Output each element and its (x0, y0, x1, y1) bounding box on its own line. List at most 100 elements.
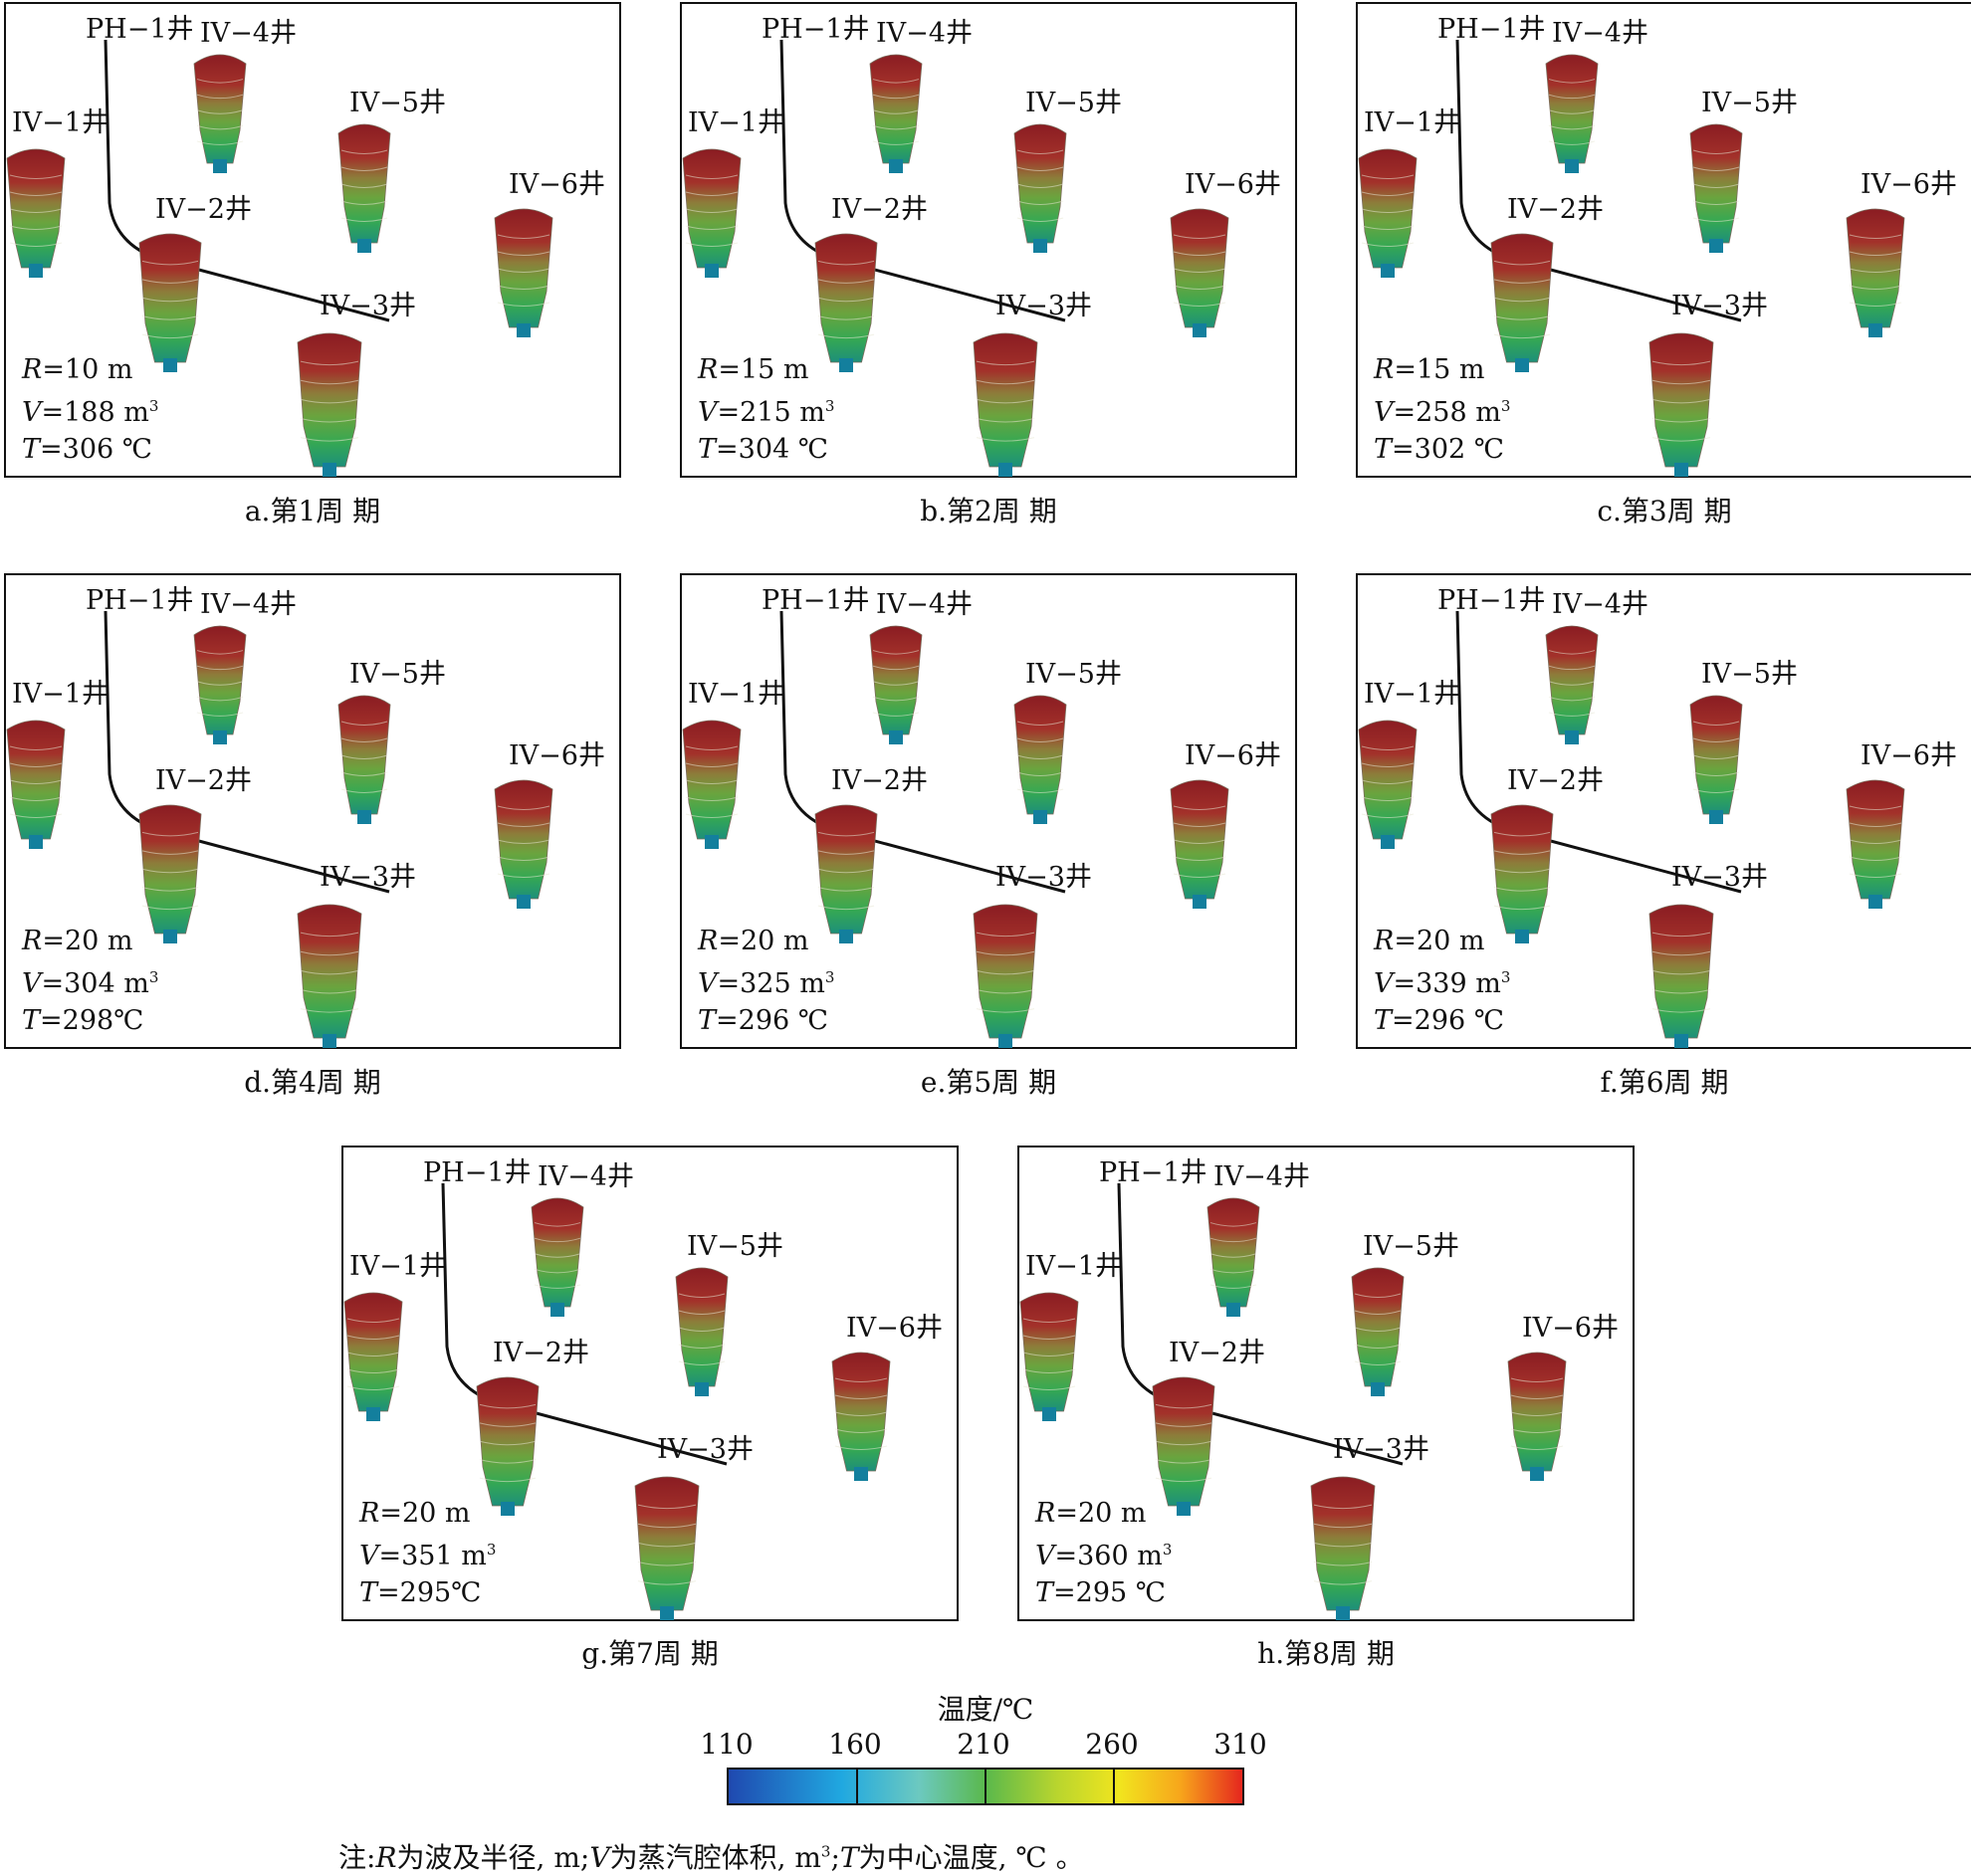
well-label-ph1: PH−1井 (1099, 1157, 1207, 1188)
param-radius: R=20 m (359, 1498, 471, 1529)
well-label-iv5: IV−5井 (1025, 659, 1122, 690)
well-label-iv6: IV−6井 (1861, 740, 1957, 771)
panel-3d-render: PH−1井 IV−1井 IV−4井 IV−5井 IV−2井 IV−3井 IV−6井 (682, 585, 1281, 1048)
panel-3d-render: PH−1井 IV−1井 IV−4井 IV−5井 IV−2井 IV−3井 IV−6井 (682, 14, 1281, 477)
legend-tick-310: 310 (1213, 1728, 1267, 1761)
well-label-ph1: PH−1井 (762, 585, 870, 616)
steam-chamber-iv3 (973, 332, 1038, 477)
footnote: 注:R为波及半径, m;V为蒸汽腔体积, m3;T为中心温度, ℃ 。 (338, 1836, 1084, 1876)
param-volume: V=339 m3 (1374, 968, 1511, 999)
well-label-ph1: PH−1井 (762, 14, 870, 45)
note-r-text: 为波及半径, m; (396, 1841, 590, 1874)
steam-chamber-iv5 (1013, 695, 1067, 824)
steam-chamber-iv2 (814, 233, 878, 372)
panel-parameters: R=15 m V=258 m3 T=302 ℃ (1374, 351, 1510, 468)
well-label-iv1: IV−1井 (1025, 1251, 1122, 1282)
panel-caption: b.第2周 期 (920, 495, 1057, 527)
steam-chamber-iv2 (1490, 233, 1554, 372)
well-label-iv2: IV−2井 (493, 1338, 589, 1368)
well-label-iv2: IV−2井 (155, 194, 252, 225)
param-volume: V=304 m3 (22, 968, 159, 999)
note-sup3: 3 (820, 1842, 831, 1861)
legend-tick-line (985, 1770, 986, 1803)
note-t-text: 为中心温度, ℃ 。 (858, 1841, 1084, 1874)
param-radius: R=20 m (698, 926, 809, 956)
panel-parameters: R=10 m V=188 m3 T=306 ℃ (22, 351, 158, 468)
note-v-text: 为蒸汽腔体积, m (609, 1841, 821, 1874)
steam-chamber-iv6 (494, 779, 553, 909)
steam-chamber-iv3 (1648, 332, 1714, 477)
steam-chamber-iv1 (343, 1292, 403, 1421)
well-label-iv4: IV−4井 (200, 18, 297, 49)
steam-chamber-iv4 (869, 625, 923, 744)
legend-tick-210: 210 (957, 1728, 1010, 1761)
steam-chamber-iv5 (1351, 1267, 1405, 1396)
well-label-iv2: IV−2井 (831, 765, 928, 796)
param-volume: V=258 m3 (1374, 397, 1511, 428)
well-label-iv4: IV−4井 (1552, 18, 1648, 49)
legend-tick-labels: 110 160 210 260 310 (700, 1728, 1266, 1761)
param-temperature: T=302 ℃ (1374, 434, 1504, 465)
param-radius: R=20 m (22, 926, 133, 956)
well-label-iv6: IV−6井 (846, 1313, 943, 1344)
param-radius: R=10 m (22, 354, 133, 385)
well-label-ph1: PH−1井 (1437, 585, 1546, 616)
well-label-iv5: IV−5井 (1701, 88, 1798, 118)
well-label-iv1: IV−1井 (1364, 107, 1460, 138)
param-radius: R=15 m (698, 354, 809, 385)
well-label-ph1: PH−1井 (423, 1157, 532, 1188)
panel-parameters: R=20 m V=325 m3 T=296 ℃ (698, 923, 834, 1039)
panel-caption: a.第1周 期 (244, 495, 381, 527)
well-label-iv5: IV−5井 (687, 1231, 783, 1262)
param-volume: V=325 m3 (698, 968, 835, 999)
well-label-iv4: IV−4井 (876, 18, 973, 49)
legend-title: 温度/℃ (937, 1693, 1034, 1726)
panel-caption: f.第6周 期 (1600, 1066, 1729, 1099)
note-V: V (589, 1841, 610, 1874)
param-volume: V=188 m3 (22, 397, 159, 428)
param-radius: R=15 m (1374, 354, 1485, 385)
well-label-iv2: IV−2井 (831, 194, 928, 225)
well-label-iv1: IV−1井 (688, 679, 784, 710)
well-label-iv2: IV−2井 (155, 765, 252, 796)
steam-chamber-iv6 (1846, 208, 1905, 337)
steam-chamber-iv3 (1310, 1476, 1376, 1620)
panel-caption: h.第8周 期 (1257, 1637, 1395, 1670)
steam-chamber-iv5 (1013, 123, 1067, 253)
panel-caption: d.第4周 期 (244, 1066, 381, 1099)
steam-chamber-iv4 (1545, 54, 1599, 173)
steam-chamber-iv4 (193, 54, 247, 173)
param-volume: V=215 m3 (698, 397, 835, 428)
panel-3d-render: PH−1井 IV−1井 IV−4井 IV−5井 IV−2井 IV−3井 IV−6井 (1358, 585, 1957, 1048)
note-R: R (375, 1841, 397, 1874)
steam-chamber-iv4 (869, 54, 923, 173)
steam-chamber-iv4 (531, 1197, 584, 1317)
steam-chamber-iv1 (1019, 1292, 1079, 1421)
steam-chamber-iv3 (634, 1476, 700, 1620)
well-label-iv5: IV−5井 (1025, 88, 1122, 118)
steam-chamber-iv6 (1846, 779, 1905, 909)
steam-chamber-iv1 (1358, 720, 1418, 849)
well-label-iv4: IV−4井 (1213, 1161, 1310, 1192)
well-label-iv4: IV−4井 (876, 589, 973, 620)
legend-tick-line (856, 1770, 858, 1803)
well-label-iv3: IV−3井 (320, 862, 416, 893)
note-T: T (839, 1841, 859, 1874)
steam-chamber-iv3 (297, 904, 362, 1048)
steam-chamber-iv1 (6, 720, 66, 849)
panel-3d-render: PH−1井 IV−1井 IV−4井 IV−5井 IV−2井 IV−3井 IV−6井 (6, 14, 605, 477)
panel-3d-render: PH−1井 IV−1井 IV−4井 IV−5井 IV−2井 IV−3井 IV−6井 (343, 1157, 943, 1620)
legend-tick-260: 260 (1085, 1728, 1139, 1761)
well-label-iv3: IV−3井 (995, 291, 1092, 321)
well-label-iv2: IV−2井 (1507, 194, 1604, 225)
param-temperature: T=298℃ (22, 1005, 144, 1036)
well-label-ph1: PH−1井 (1437, 14, 1546, 45)
panel-2: PH−1井 IV−1井 IV−4井 IV−5井 IV−2井 IV−3井 IV−6井 R=15 … (680, 2, 1297, 478)
well-label-iv6: IV−6井 (509, 169, 605, 200)
panel-parameters: R=15 m V=215 m3 T=304 ℃ (698, 351, 834, 468)
panel-caption: g.第7周 期 (581, 1637, 719, 1670)
well-label-iv5: IV−5井 (349, 659, 446, 690)
panel-5: PH−1井 IV−1井 IV−4井 IV−5井 IV−2井 IV−3井 IV−6井 R=20 … (680, 573, 1297, 1049)
well-label-iv1: IV−1井 (12, 679, 109, 710)
